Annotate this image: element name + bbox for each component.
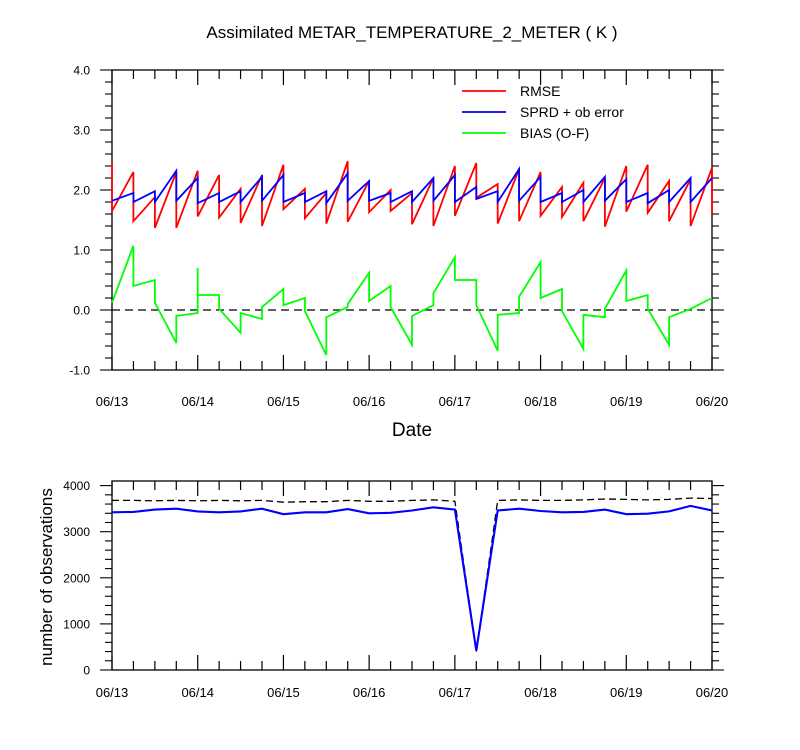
legend-label: SPRD + ob error <box>520 104 624 120</box>
x-tick-label: 06/14 <box>181 685 214 700</box>
bottom-plot-area: 06/13 06/14 06/15 06/16 06/17 06/18 06/19 06/20… <box>63 479 728 700</box>
y-axis-label-observations: number of observations <box>37 488 56 666</box>
legend-label: RMSE <box>520 83 560 99</box>
series-line-bias-o-f- <box>111 245 713 356</box>
y-tick-label: 2000 <box>63 571 90 585</box>
x-tick-label: 06/15 <box>267 685 300 700</box>
x-tick-label: 06/13 <box>96 394 129 409</box>
x-tick-label: 06/19 <box>610 394 643 409</box>
x-tick-label: 06/15 <box>267 394 300 409</box>
y-tick-label: 4.0 <box>73 64 90 78</box>
x-tick-label: 06/18 <box>524 685 557 700</box>
series-line-sprd-ob-error <box>111 165 713 207</box>
x-tick-label: 06/13 <box>96 685 129 700</box>
y-tick-label: 0.0 <box>73 304 90 318</box>
y-tick-label: 3.0 <box>73 124 90 138</box>
x-tick-label: 06/14 <box>181 394 214 409</box>
plot-frame <box>111 480 713 671</box>
y-tick-label: 3000 <box>63 525 90 539</box>
x-tick-label: 06/17 <box>439 394 472 409</box>
y-tick-label: -1.0 <box>69 364 90 378</box>
x-axis-label: Date <box>392 420 432 441</box>
x-tick-label: 06/17 <box>439 685 472 700</box>
y-tick-label: 4000 <box>63 479 90 493</box>
x-tick-label: 06/20 <box>696 685 729 700</box>
chart-title: Assimilated METAR_TEMPERATURE_2_METER ( … <box>206 23 617 42</box>
y-tick-label: 1000 <box>63 617 90 631</box>
x-tick-label: 06/16 <box>353 685 386 700</box>
series-line-observations-possible <box>112 497 713 652</box>
x-tick-label: 06/20 <box>696 394 729 409</box>
y-tick-label: 1.0 <box>73 244 90 258</box>
y-tick-label: 2.0 <box>73 184 90 198</box>
top-plot-area: 06/13 06/14 06/15 06/16 06/17 06/18 06/19 06/20… <box>69 64 728 410</box>
series-line-observations-assimilated <box>111 504 713 651</box>
x-tick-label: 06/19 <box>610 685 643 700</box>
y-tick-label: 0 <box>83 664 90 678</box>
x-tick-label: 06/16 <box>353 394 386 409</box>
legend-label: BIAS (O-F) <box>520 125 589 141</box>
x-tick-label: 06/18 <box>524 394 557 409</box>
series-line-rmse <box>111 160 713 229</box>
